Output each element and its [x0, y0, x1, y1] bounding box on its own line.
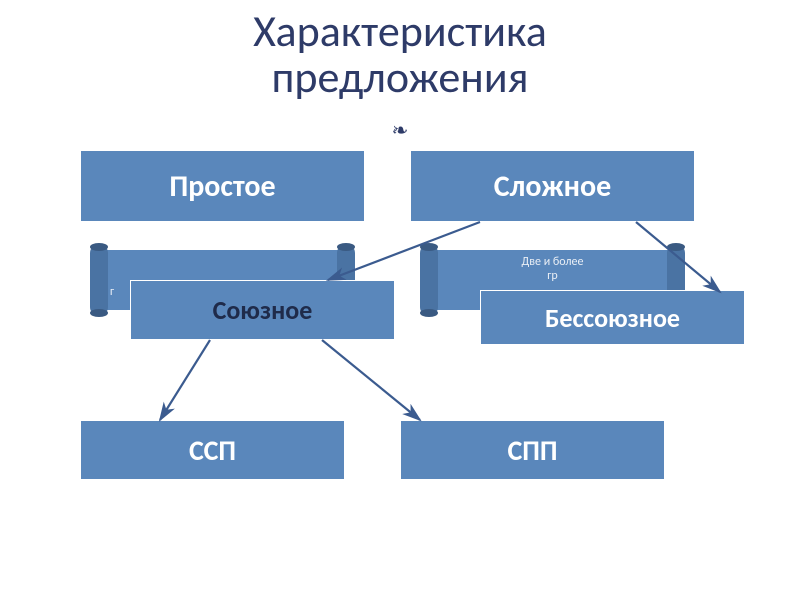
box-nounion: Бессоюзное [480, 290, 745, 345]
box-nounion-label: Бессоюзное [545, 302, 680, 334]
slide-title: Характеристика предложения [0, 8, 800, 100]
box-union-label: Союзное [213, 294, 313, 326]
box-spp: СПП [400, 420, 665, 480]
box-spp-label: СПП [507, 433, 557, 468]
scroll-right-text: Две и более гр [440, 256, 665, 284]
box-union: Союзное [130, 280, 395, 340]
slide-stage: Характеристика предложения ❧ г Две и бол… [0, 0, 800, 600]
box-ssp: ССП [80, 420, 345, 480]
title-line2: предложения [272, 50, 529, 104]
box-complex: Сложное [410, 150, 695, 222]
decor-glyph: ❧ [0, 118, 800, 143]
box-simple: Простое [80, 150, 365, 222]
box-complex-label: Сложное [494, 168, 611, 205]
box-simple-label: Простое [169, 168, 275, 205]
box-ssp-label: ССП [189, 433, 236, 468]
